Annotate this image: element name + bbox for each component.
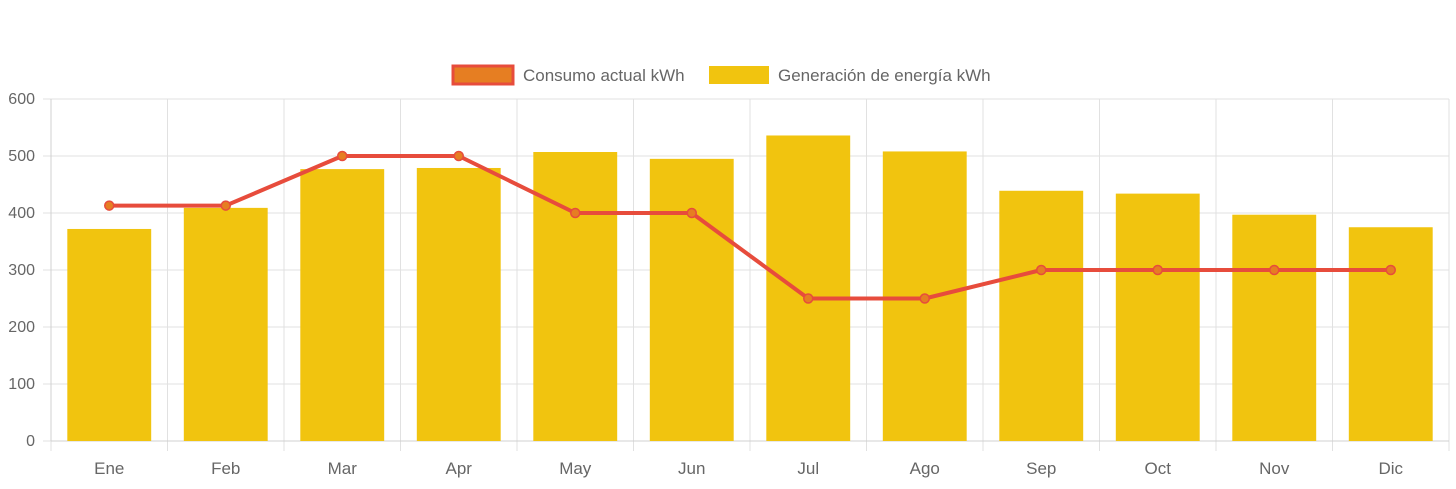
x-tick-label: Ago (910, 459, 940, 478)
bar (67, 228, 152, 441)
x-tick-label: Ene (94, 459, 124, 478)
legend: Consumo actual kWh Generación de energía … (451, 64, 991, 86)
line-point (803, 293, 814, 304)
bar (649, 158, 734, 441)
line-point (570, 207, 581, 219)
y-tick-label: 0 (26, 433, 35, 450)
line-point (1036, 264, 1047, 276)
bar (300, 169, 385, 442)
line-point (453, 150, 464, 162)
bar (533, 152, 618, 441)
bar (1232, 214, 1317, 441)
x-tick-labels: Ene Feb Mar Apr May Jun Jul Ago Sep Oct Nov Dic (94, 459, 1403, 478)
line-point (337, 150, 348, 162)
x-tick-label: Sep (1026, 459, 1056, 478)
y-tick-label: 400 (8, 205, 35, 222)
y-tick-label: 300 (8, 262, 35, 279)
bar (1115, 193, 1200, 441)
legend-label: Generación de energía kWh (778, 66, 991, 85)
x-tick-label: Mar (328, 459, 358, 478)
series-line (109, 154, 1391, 301)
grid-group: 0 100 200 300 400 500 600 (8, 91, 1450, 451)
y-tick-label: 500 (8, 148, 35, 165)
line-series (104, 150, 1396, 304)
bar (183, 207, 268, 441)
line-point (1152, 264, 1163, 276)
x-tick-label: Apr (446, 459, 473, 478)
line-point (686, 207, 697, 219)
line-point (1385, 264, 1396, 276)
bar (416, 167, 501, 441)
legend-label: Consumo actual kWh (523, 66, 685, 85)
x-tick-label: Oct (1145, 459, 1172, 478)
line-point (919, 293, 930, 304)
x-tick-label: Feb (211, 459, 240, 478)
x-tick-label: Jun (678, 459, 705, 478)
bar (999, 190, 1084, 441)
x-tick-label: Jul (797, 459, 819, 478)
legend-swatch-line (451, 64, 515, 86)
y-tick-label: 600 (8, 91, 35, 108)
x-tick-label: Dic (1378, 459, 1403, 478)
line-point (104, 200, 115, 211)
line-point (220, 200, 231, 211)
y-tick-label: 100 (8, 376, 35, 393)
bar (766, 135, 851, 442)
y-tick-label: 200 (8, 319, 35, 336)
x-tick-label: May (559, 459, 592, 478)
bar (1348, 227, 1433, 441)
x-tick-label: Nov (1259, 459, 1290, 478)
line-point (1269, 264, 1280, 276)
legend-swatch-bar (709, 66, 769, 84)
bar-series (67, 135, 1433, 442)
